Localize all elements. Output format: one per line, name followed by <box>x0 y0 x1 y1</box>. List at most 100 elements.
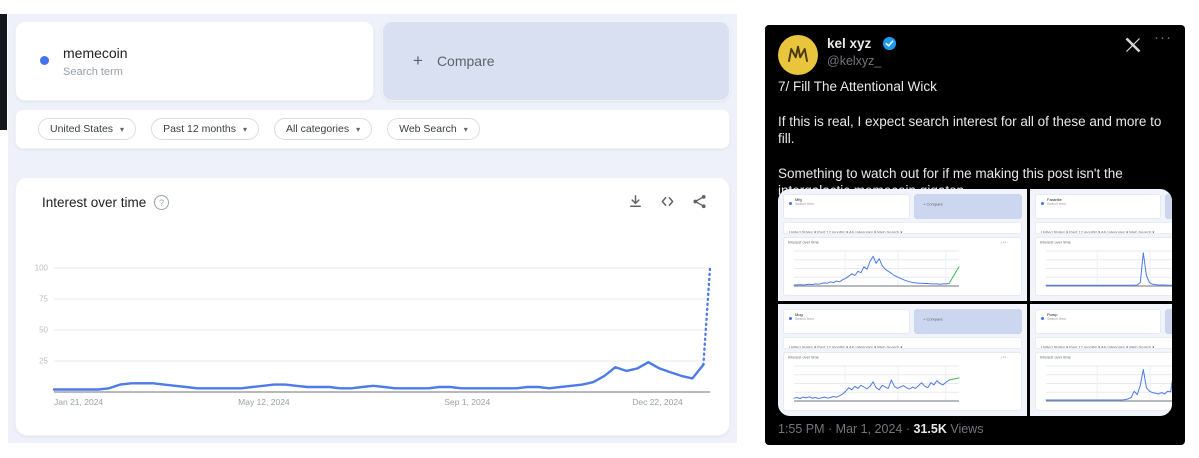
thumb-chart-title: Interest over time <box>788 240 819 245</box>
timestamp: 1:55 PM · Mar 1, 2024 · <box>778 422 911 436</box>
x-logo-icon[interactable] <box>1125 37 1141 53</box>
svg-text:May 12, 2024: May 12, 2024 <box>238 397 290 407</box>
thumb-chart-title: Interest over time <box>1039 240 1071 245</box>
series-color-dot <box>1040 317 1044 320</box>
mini-trends-chart <box>1045 250 1172 287</box>
trends-thumbnail-1[interactable]: Mfg Search term + Compare United States … <box>778 189 1027 301</box>
chevron-down-icon: ▾ <box>463 124 468 134</box>
thumb-chart-icons: ↓ ‹› · <box>1000 240 1009 245</box>
series-color-dot <box>789 202 792 205</box>
search-term-card[interactable]: memecoin Search term <box>15 21 374 101</box>
mini-trends-chart <box>793 365 960 402</box>
category-filter-dropdown[interactable]: All categories ▾ <box>274 118 373 140</box>
tweet-media-grid: Mfg Search term + Compare United States … <box>778 189 1172 416</box>
search-term-label: memecoin <box>63 45 128 61</box>
download-icon[interactable] <box>628 194 643 209</box>
mini-trends-chart <box>793 250 960 287</box>
series-color-dot <box>40 56 49 65</box>
thumb-filter-bar: United States ▾ Past 12 months ▾ All cat… <box>783 222 1022 234</box>
plus-icon: + <box>413 51 423 70</box>
svg-text:75: 75 <box>39 295 48 304</box>
thumb-compare-label: + Compare <box>922 317 943 322</box>
thumb-term-card: Mfg Search term <box>783 194 910 219</box>
thumb-filter-bar: United States ▾ Past 12 months ▾ All cat… <box>1034 337 1172 349</box>
chevron-down-icon: ▾ <box>120 124 125 134</box>
tweet-line: 7/ Fill The Attentional Wick <box>778 79 937 94</box>
thumb-chart-title: Interest over time <box>1039 355 1071 360</box>
thumb-chart-icons: ↓ ‹› · <box>1000 355 1009 360</box>
thumb-filter-labels: United States ▾ Past 12 months ▾ All cat… <box>1040 345 1155 349</box>
trends-thumbnail-3[interactable]: Mog Search term + Compare United States … <box>778 304 1027 416</box>
chart-title: Interest over time <box>42 195 147 210</box>
chevron-down-icon: ▾ <box>243 124 248 134</box>
thumb-chart-card: Interest over time ↓ ‹› · <box>1034 352 1172 411</box>
region-filter-dropdown[interactable]: United States ▾ <box>38 118 137 140</box>
thumb-chart-card: Interest over time ↓ ‹› · <box>783 352 1022 411</box>
crown-logo-icon <box>788 45 808 62</box>
trends-thumbnail-4[interactable]: Pump Search term + Compare United States… <box>1029 304 1172 416</box>
series-color-dot <box>789 317 792 320</box>
more-menu-button[interactable]: ··· <box>1154 29 1172 46</box>
thumb-compare-button: + Compare <box>1165 309 1172 334</box>
embed-code-icon[interactable] <box>660 194 675 209</box>
search-type-filter-label: Web Search <box>399 123 457 135</box>
views-label: Views <box>950 422 984 436</box>
time-range-filter-label: Past 12 months <box>163 123 237 135</box>
cropped-window-edge <box>0 14 7 130</box>
svg-text:50: 50 <box>39 326 48 335</box>
svg-text:Sep 1, 2024: Sep 1, 2024 <box>444 397 490 407</box>
chevron-down-icon: ▾ <box>356 124 361 134</box>
thumb-filter-labels: United States ▾ Past 12 months ▾ All cat… <box>789 345 903 349</box>
trends-thumbnail-2[interactable]: Farantle Search term + Compare United St… <box>1029 189 1172 301</box>
thumb-filter-bar: United States ▾ Past 12 months ▾ All cat… <box>1034 222 1172 234</box>
thumb-filter-bar: United States ▾ Past 12 months ▾ All cat… <box>783 337 1022 349</box>
thumb-term-type: Search term <box>1046 317 1066 322</box>
share-icon[interactable] <box>692 194 707 209</box>
google-trends-panel: memecoin Search term + Compare United St… <box>8 14 737 443</box>
thumb-term-type: Search term <box>795 202 815 207</box>
search-type-filter-dropdown[interactable]: Web Search ▾ <box>387 118 480 140</box>
thumb-term-card: Farantle Search term <box>1034 194 1162 219</box>
svg-text:25: 25 <box>39 357 48 366</box>
thumb-term-card: Mog Search term <box>783 309 910 334</box>
svg-text:Jan 21, 2024: Jan 21, 2024 <box>54 397 103 407</box>
views-count: 31.5K <box>913 422 947 436</box>
search-term-type: Search term <box>63 66 123 78</box>
thumb-chart-title: Interest over time <box>788 355 819 360</box>
avatar[interactable] <box>778 35 818 75</box>
thumb-term-label: Pump <box>1046 312 1058 317</box>
compare-label: Compare <box>436 53 495 69</box>
category-filter-label: All categories <box>286 123 350 135</box>
mini-trends-chart <box>1045 365 1172 402</box>
time-range-filter-dropdown[interactable]: Past 12 months ▾ <box>151 118 260 140</box>
thumb-chart-card: Interest over time ↓ ‹› · <box>783 237 1022 296</box>
thumb-term-label: Mfg <box>795 197 802 202</box>
interest-over-time-chart: 25 50 75 100 Jan 21, 2024 May 12, 2024 Sep 1, … <box>35 264 712 407</box>
thumb-chart-card: Interest over time ↓ ‹› · <box>1034 237 1172 296</box>
verified-badge-icon <box>882 36 897 51</box>
thumb-term-type: Search term <box>1046 202 1066 207</box>
region-filter-label: United States <box>50 123 114 135</box>
interest-over-time-card: Interest over time ? 25 50 75 100 Jan 21, 20… <box>15 177 730 436</box>
compare-button[interactable]: + Compare <box>382 21 730 101</box>
tweet-timestamp-views: 1:55 PM · Mar 1, 2024 · 31.5K Views <box>778 422 983 436</box>
user-handle[interactable]: @kelxyz_ <box>827 54 882 68</box>
display-name[interactable]: kel xyz <box>827 36 872 51</box>
svg-text:100: 100 <box>35 264 49 273</box>
thumb-filter-labels: United States ▾ Past 12 months ▾ All cat… <box>1040 230 1155 234</box>
tweet-line: If this is real, I expect search interes… <box>778 113 1162 147</box>
thumb-compare-button: + Compare <box>913 309 1022 334</box>
thumb-filter-labels: United States ▾ Past 12 months ▾ All cat… <box>789 230 903 234</box>
thumb-term-label: Mog <box>795 312 803 317</box>
thumb-term-type: Search term <box>795 317 815 322</box>
thumb-term-label: Farantle <box>1046 197 1062 202</box>
thumb-compare-button: + Compare <box>913 194 1022 219</box>
filter-bar: United States ▾ Past 12 months ▾ All cat… <box>15 109 730 149</box>
help-icon[interactable]: ? <box>154 195 169 210</box>
thumb-compare-label: + Compare <box>922 202 943 207</box>
tweet-card: kel xyz @kelxyz_ ··· 7/ Fill The Attenti… <box>765 25 1185 445</box>
svg-text:Dec 22, 2024: Dec 22, 2024 <box>632 397 683 407</box>
thumb-compare-button: + Compare <box>1165 194 1172 219</box>
series-color-dot <box>1040 202 1044 205</box>
thumb-term-card: Pump Search term <box>1034 309 1162 334</box>
